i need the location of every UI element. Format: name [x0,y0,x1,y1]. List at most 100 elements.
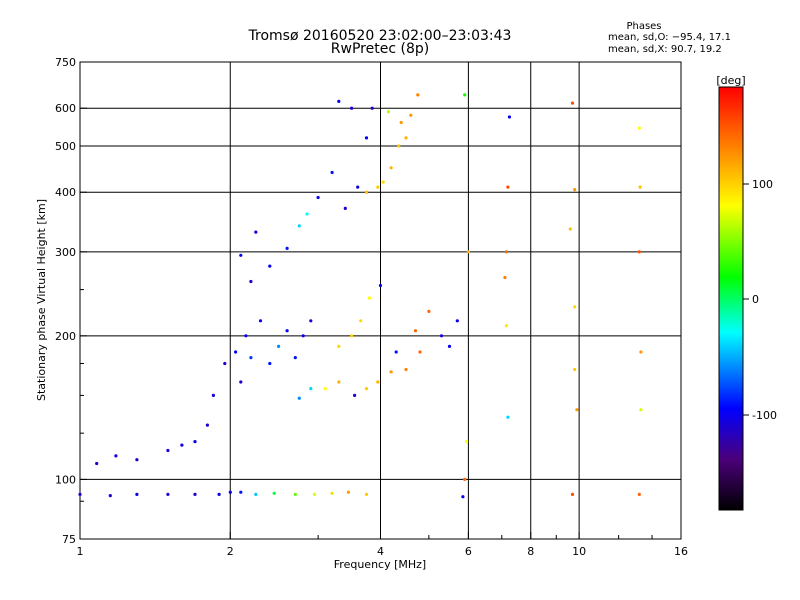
data-point [297,224,301,228]
data-point [378,283,383,288]
data-point [364,190,369,194]
data-point [461,495,465,499]
data-point [506,185,510,189]
data-point [439,334,444,338]
data-point [638,185,642,189]
colorbar-label: [deg] [716,74,745,87]
y-tick-label: 500 [55,140,76,153]
data-point [356,185,360,189]
x-tick-label: 8 [527,545,534,558]
data-point [364,136,369,140]
x-tick-label: 6 [465,545,472,558]
data-point [301,334,305,338]
x-tick-label: 2 [227,545,234,558]
data-point [277,344,281,348]
data-point [573,367,577,372]
data-point [463,477,467,481]
data-point [359,319,363,323]
data-point [239,490,243,494]
phases-o-line: mean, sd,O: −95.4, 17.1 [608,32,731,43]
data-point [465,440,469,444]
data-point [568,227,572,231]
y-axis-label: Stationary phase Virtual Height [km] [35,199,48,401]
data-point [337,380,341,384]
data-points [78,93,643,499]
data-point [135,458,139,462]
data-point [249,279,253,284]
y-tick-label: 600 [55,102,76,115]
data-point [427,309,431,313]
phases-x-line: mean, sd,X: 90.7, 19.2 [608,44,722,55]
x-tick-label: 10 [572,545,586,558]
data-point [108,494,112,498]
data-point [293,356,297,360]
data-point [389,166,393,170]
data-point [244,334,248,338]
data-point [389,370,393,374]
data-point [239,253,243,257]
data-point [239,380,243,384]
data-point [350,334,354,338]
data-point [217,492,221,496]
x-axis-label: Frequency [MHz] [334,558,426,571]
colorbar-label-100: 100 [752,178,773,191]
data-point [114,454,118,458]
data-point [575,408,579,412]
data-point [346,490,350,494]
y-tick-label: 400 [55,186,76,199]
data-point [463,93,467,97]
data-point [180,443,184,447]
data-point [639,350,643,354]
data-point [639,408,643,412]
y-tick-label: 100 [55,473,76,486]
data-point [323,387,327,391]
data-point [135,492,139,496]
data-point [413,329,418,333]
phases-title: Phases [626,21,661,32]
y-tick-label: 750 [55,56,76,69]
data-point [193,492,197,496]
data-point [254,492,258,496]
data-point [305,212,309,216]
data-point [367,296,371,300]
data-point [466,250,470,254]
colorbar [718,86,744,511]
data-point [418,350,422,354]
data-point [404,367,408,372]
plot-area: 1 2 4 6 8 10 16 75 100 200 300 400 500 600 750 [55,56,688,558]
data-point [416,93,420,97]
data-point [228,490,232,494]
x-tick-label: 16 [674,545,688,558]
data-point [337,344,341,348]
data-point [573,188,577,192]
data-point [504,324,508,328]
data-point [95,461,99,466]
data-point [353,393,357,397]
data-point [258,319,263,323]
data-point [166,448,170,453]
data-point [285,329,289,333]
data-point [350,106,354,110]
data-point [386,110,391,114]
data-point [570,492,575,496]
data-point [297,396,301,400]
data-point [409,113,413,117]
data-point [376,185,380,189]
data-point [637,250,641,254]
y-tick-label: 200 [55,330,76,343]
chart-subtitle: RwPretec (8p) [331,41,429,57]
data-point [272,491,276,495]
y-tick-label: 300 [55,246,76,259]
data-point [166,492,170,496]
data-point [381,180,385,184]
data-point [570,101,575,105]
data-point [455,319,459,323]
data-point [370,106,374,110]
data-point [337,99,341,103]
data-point [254,230,258,234]
data-point [399,120,403,125]
data-point [447,344,452,348]
data-point [78,492,82,496]
data-point [637,492,641,496]
